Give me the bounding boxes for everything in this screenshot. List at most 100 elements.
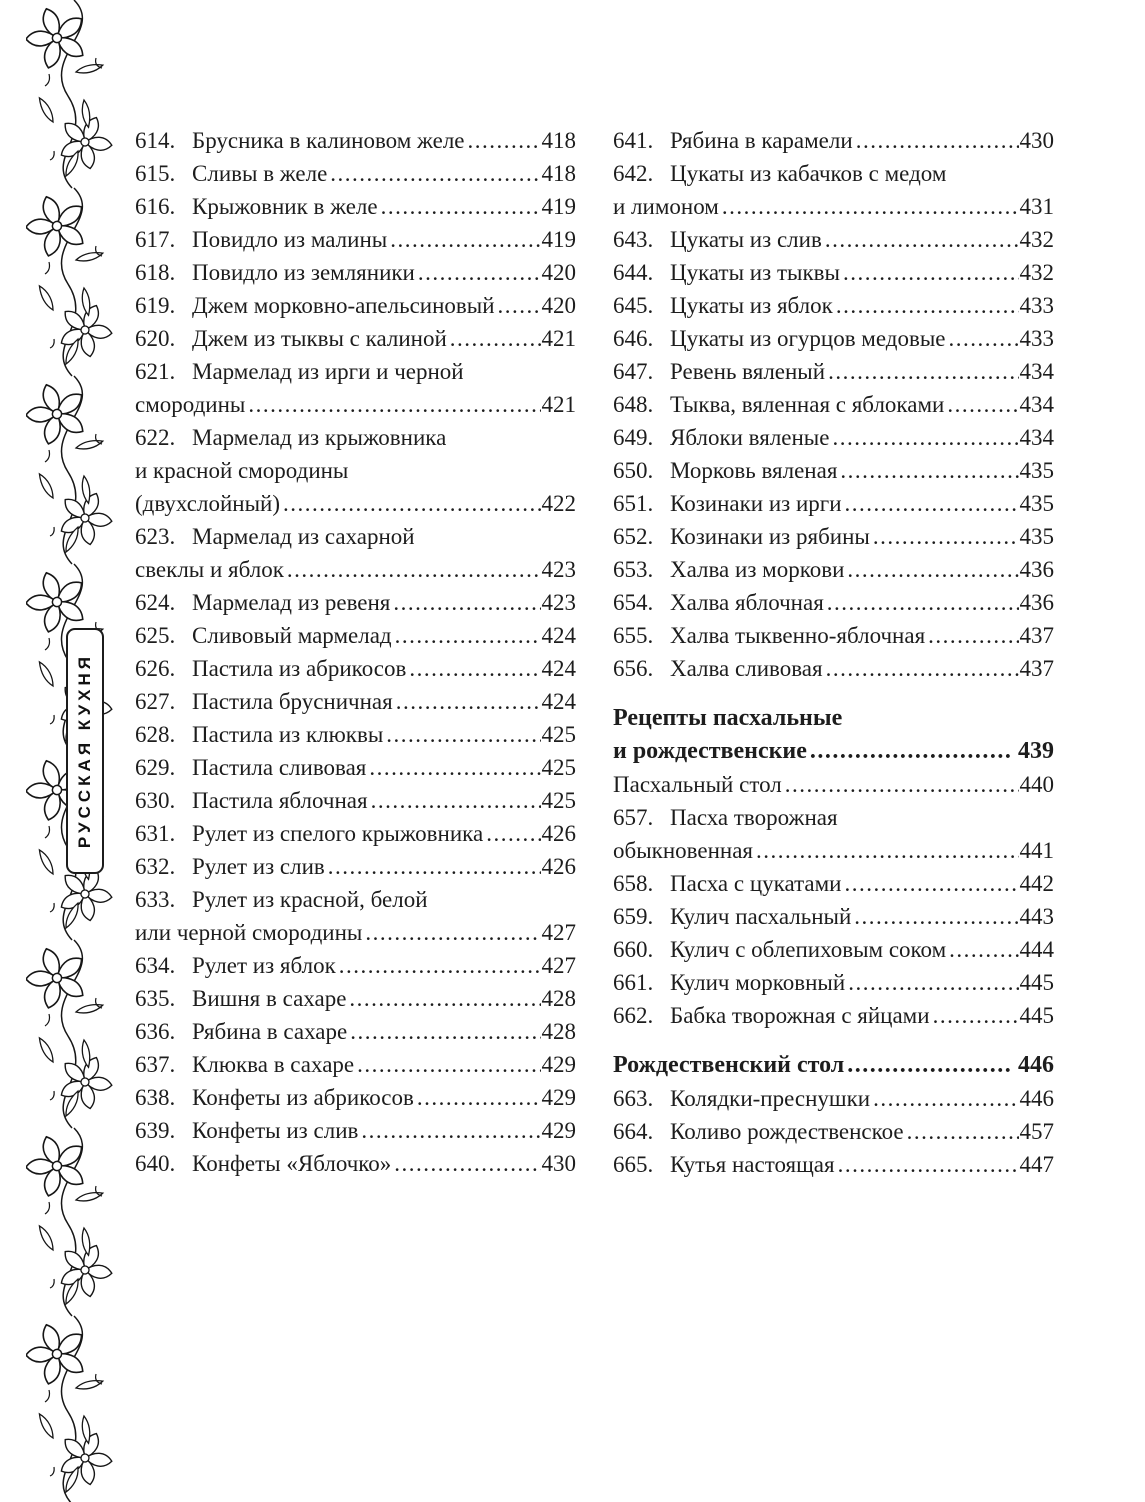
recipe-title: Клюква в сахаре <box>192 1052 355 1077</box>
toc-line: 656. Халва сливовая 437 <box>613 652 1054 685</box>
page-number: 434 <box>1019 359 1055 384</box>
page-number: 421 <box>541 392 577 417</box>
toc-subsection-entry: Пасхальный стол 440 <box>613 768 1054 801</box>
page-number: 424 <box>541 689 577 714</box>
toc-line: 643. Цукаты из слив 432 <box>613 223 1054 256</box>
recipe-title: Сливы в желе <box>192 161 328 186</box>
dot-leader <box>417 1081 541 1114</box>
recipe-number: 630. <box>135 788 176 813</box>
toc-line: 622. Мармелад из крыжовника <box>135 421 576 454</box>
recipe-title: Кутья настоящая <box>670 1152 835 1177</box>
page-number: 430 <box>1019 128 1055 153</box>
dot-leader <box>832 421 1018 454</box>
toc-entry: 616. Крыжовник в желе 419 <box>135 190 576 223</box>
dot-leader <box>933 999 1019 1032</box>
dot-leader <box>873 520 1019 553</box>
dot-leader <box>845 867 1019 900</box>
recipe-number: 647. <box>613 359 654 384</box>
recipe-number: 664. <box>613 1119 654 1144</box>
recipe-number: 650. <box>613 458 654 483</box>
dot-leader <box>827 586 1019 619</box>
toc-entry: 629. Пастила сливовая 425 <box>135 751 576 784</box>
toc-line: 639. Конфеты из слив 429 <box>135 1114 576 1147</box>
recipe-number: 632. <box>135 854 176 879</box>
dot-leader <box>371 784 541 817</box>
toc-column-left: 614. Брусника в калиновом желе 418 615. Слив… <box>135 124 576 1180</box>
toc-entry: 639. Конфеты из слив 429 <box>135 1114 576 1147</box>
toc-entry: 634. Рулет из яблок 427 <box>135 949 576 982</box>
dot-leader <box>756 834 1019 867</box>
toc-entry: 647. Ревень вяленый 434 <box>613 355 1054 388</box>
recipe-title: Бабка творожная с яйцами <box>670 1003 930 1028</box>
dot-leader <box>847 553 1018 586</box>
page-number: 445 <box>1019 970 1055 995</box>
toc-line: 631. Рулет из спелого крыжовника 426 <box>135 817 576 850</box>
toc-entry: 637. Клюква в сахаре 429 <box>135 1048 576 1081</box>
recipe-number: 652. <box>613 524 654 549</box>
page-number: 441 <box>1019 838 1055 863</box>
toc-entry: 656. Халва сливовая 437 <box>613 652 1054 685</box>
toc-entry: 663. Колядки-преснушки 446 <box>613 1082 1054 1115</box>
toc-line: 616. Крыжовник в желе 419 <box>135 190 576 223</box>
dot-leader <box>498 289 541 322</box>
recipe-title: Ревень вяленый <box>670 359 826 384</box>
dot-leader <box>838 1148 1019 1181</box>
page-number: 442 <box>1019 871 1055 896</box>
dot-leader <box>928 619 1018 652</box>
recipe-number: 659. <box>613 904 654 929</box>
recipe-number: 620. <box>135 326 176 351</box>
recipe-number: 661. <box>613 970 654 995</box>
toc-line: свеклы и яблок 423 <box>135 553 576 586</box>
toc-line: 648. Тыква, вяленная с яблоками 434 <box>613 388 1054 421</box>
page-number: 433 <box>1019 326 1055 351</box>
recipe-number: 657. <box>613 805 654 830</box>
page-number: 432 <box>1019 227 1055 252</box>
page-number: 434 <box>1019 425 1055 450</box>
toc-entry: 626. Пастила из абрикосов 424 <box>135 652 576 685</box>
recipe-number: 621. <box>135 359 176 384</box>
recipe-number: 641. <box>613 128 654 153</box>
toc-line: 644. Цукаты из тыквы 432 <box>613 256 1054 289</box>
recipe-title: Рябина в сахаре <box>192 1019 348 1044</box>
toc-line: 637. Клюква в сахаре 429 <box>135 1048 576 1081</box>
toc-section-heading: Рецепты пасхальные и рождественские 439 <box>613 702 1054 768</box>
toc-entry: 618. Повидло из земляники 420 <box>135 256 576 289</box>
toc-section-heading: Рождественский стол 446 <box>613 1049 1054 1082</box>
recipe-number: 628. <box>135 722 176 747</box>
recipe-title: Пасха творожная <box>670 805 838 830</box>
toc-entry: 623. Мармелад из сахарной свеклы и яблок 42… <box>135 520 576 586</box>
recipe-title: Мармелад из крыжовника <box>192 425 447 450</box>
toc-line: 625. Сливовый мармелад 424 <box>135 619 576 652</box>
recipe-title: Цукаты из кабачков с медом <box>670 161 947 186</box>
toc-line: 626. Пастила из абрикосов 424 <box>135 652 576 685</box>
recipe-number: 618. <box>135 260 176 285</box>
recipe-title: Рецепты пасхальные <box>613 705 843 731</box>
toc-line: 634. Рулет из яблок 427 <box>135 949 576 982</box>
toc-entry: 627. Пастила брусничная 424 <box>135 685 576 718</box>
recipe-title: Тыква, вяленная с яблоками <box>670 392 945 417</box>
recipe-title: Рулет из красной, белой <box>192 887 428 912</box>
recipe-title: Конфеты из слив <box>192 1118 359 1143</box>
recipe-title: Джем из тыквы с калиной <box>192 326 447 351</box>
dot-leader <box>350 1015 540 1048</box>
toc-line: 655. Халва тыквенно-яблочная 437 <box>613 619 1054 652</box>
page-number: 421 <box>541 326 577 351</box>
dot-leader <box>328 850 541 883</box>
recipe-title: и красной смородины <box>135 458 349 483</box>
recipe-title: Сливовый мармелад <box>192 623 392 648</box>
recipe-title: Конфеты из абрикосов <box>192 1085 414 1110</box>
toc-line: 627. Пастила брусничная 424 <box>135 685 576 718</box>
recipe-number: 649. <box>613 425 654 450</box>
dot-leader <box>357 1048 540 1081</box>
recipe-number: 629. <box>135 755 176 780</box>
toc-line: 651. Козинаки из ирги 435 <box>613 487 1054 520</box>
dot-leader <box>826 652 1019 685</box>
dot-leader <box>486 817 540 850</box>
toc-line: 654. Халва яблочная 436 <box>613 586 1054 619</box>
recipe-number: 643. <box>613 227 654 252</box>
dot-leader <box>386 718 540 751</box>
page-number: 428 <box>541 986 577 1011</box>
recipe-title: обыкновенная <box>613 838 753 863</box>
toc-line: 647. Ревень вяленый 434 <box>613 355 1054 388</box>
